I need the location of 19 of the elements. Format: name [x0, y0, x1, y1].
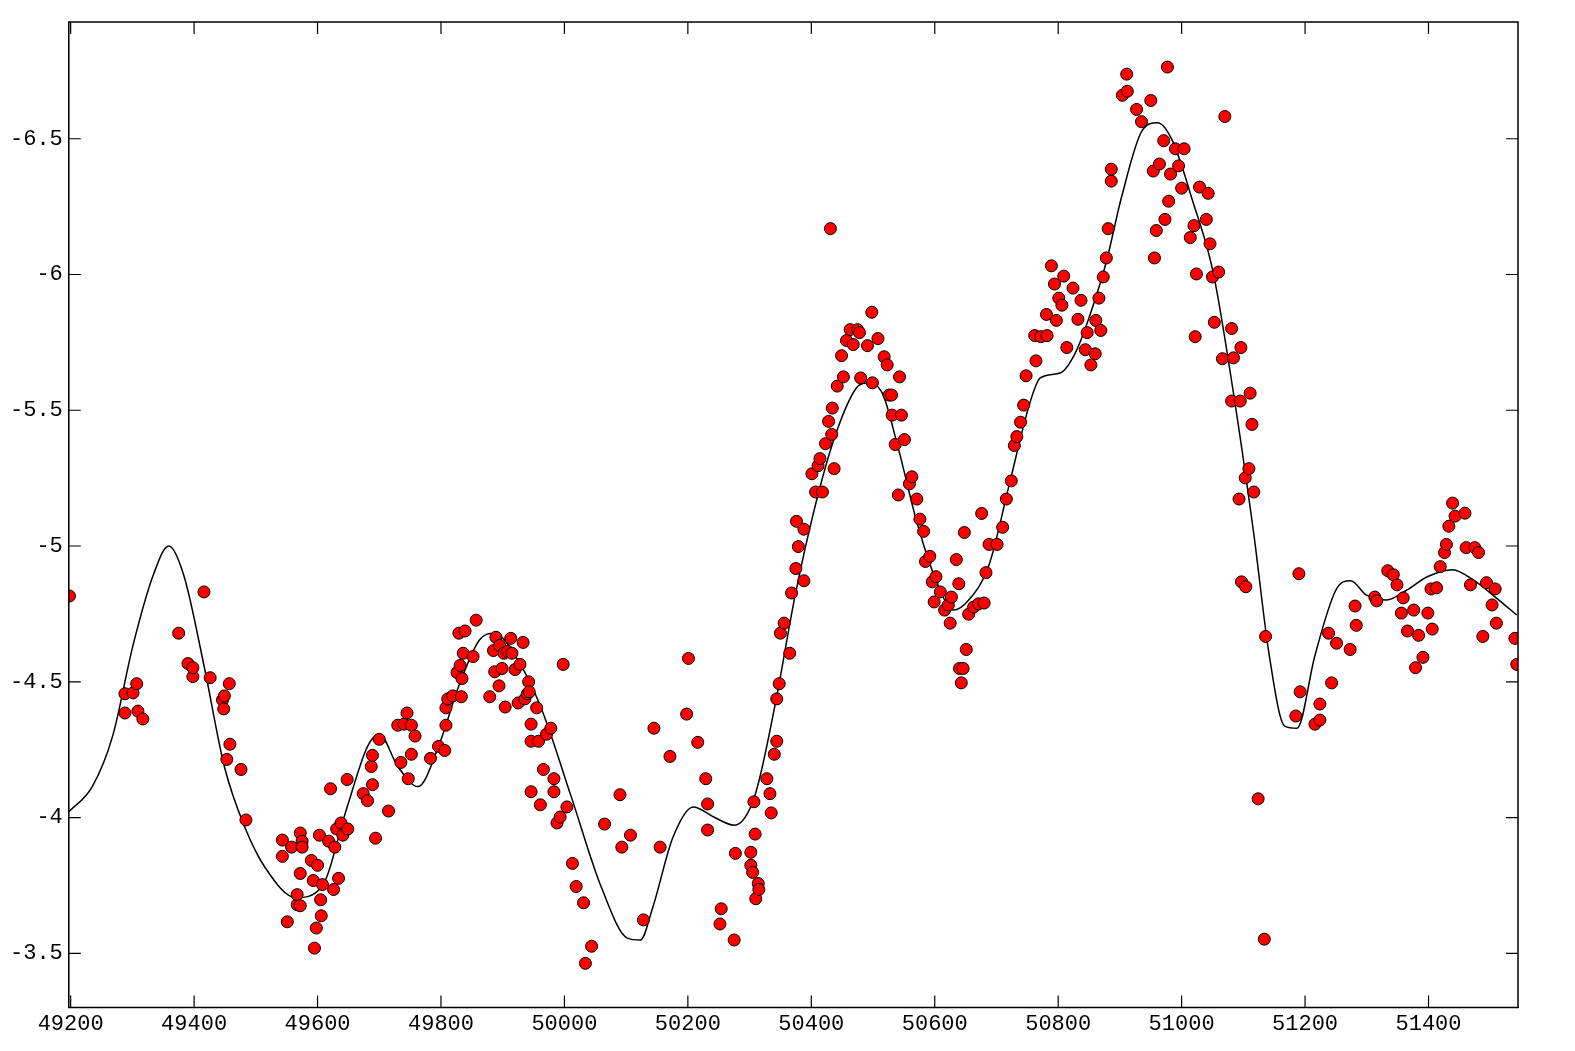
x-tick-label: 50400 — [778, 1011, 845, 1037]
x-tick-label: 51400 — [1395, 1011, 1462, 1037]
y-tick-label: -6.5 — [10, 126, 63, 152]
x-tick-label: 50000 — [531, 1011, 598, 1037]
y-tick-label: -5.5 — [10, 398, 63, 424]
x-tick-label: 49600 — [284, 1011, 351, 1037]
y-tick-label: -3.5 — [10, 941, 63, 967]
x-tick-label: 49400 — [161, 1011, 228, 1037]
x-tick-label: 51200 — [1272, 1011, 1339, 1037]
x-tick-label: 49800 — [407, 1011, 474, 1037]
x-tick-label: 49200 — [37, 1011, 104, 1037]
x-tick-label: 50600 — [901, 1011, 968, 1037]
y-tick-label: -4 — [36, 805, 63, 831]
x-tick-label: 50200 — [654, 1011, 721, 1037]
x-tick-label: 50800 — [1025, 1011, 1092, 1037]
y-tick-label: -4.5 — [10, 669, 63, 695]
y-tick-label: -5 — [36, 533, 63, 559]
y-tick-label: -6 — [36, 262, 63, 288]
x-tick-label: 51000 — [1148, 1011, 1215, 1037]
